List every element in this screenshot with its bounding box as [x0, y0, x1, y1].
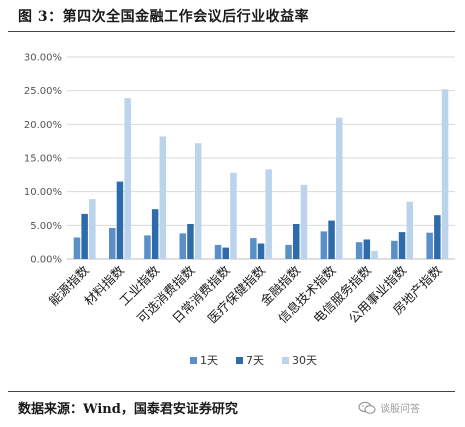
- bar: [89, 199, 96, 259]
- bar: [398, 232, 406, 259]
- bottom-rule: [8, 391, 455, 392]
- bar: [434, 215, 441, 259]
- industry-returns-chart: 0.00% 5.00% 10.00% 15.00% 20.00% 25.00% 30.00%…: [24, 53, 455, 367]
- legend-label: 30天: [292, 354, 317, 367]
- bar: [285, 244, 292, 259]
- y-tick-label: 30.00%: [24, 53, 62, 64]
- bar: [194, 143, 202, 259]
- bar: [116, 181, 124, 259]
- bar: [222, 247, 229, 259]
- y-tick-label: 0.00%: [30, 255, 62, 266]
- y-tick-label: 15.00%: [24, 154, 62, 165]
- bar: [250, 238, 257, 259]
- bar: [230, 172, 237, 259]
- bar: [73, 237, 81, 259]
- legend-label: 7天: [246, 354, 264, 367]
- bar: [406, 201, 413, 259]
- bar: [328, 220, 335, 259]
- figure-title: 图 3：第四次全国金融工作会议后行业收益率: [18, 9, 310, 25]
- bar: [426, 232, 433, 259]
- data-source: 数据来源：Wind，国泰君安证券研究: [18, 402, 238, 417]
- bar: [363, 239, 371, 259]
- legend-swatch: [190, 357, 197, 364]
- legend-swatch: [236, 357, 243, 364]
- bar: [187, 224, 194, 259]
- bar: [441, 89, 449, 259]
- bar: [159, 136, 167, 259]
- bar: [179, 233, 186, 259]
- bar: [144, 235, 151, 259]
- bar: [109, 228, 116, 259]
- bar: [265, 169, 272, 259]
- watermark: 谈股问答: [358, 400, 420, 415]
- bar: [293, 224, 300, 259]
- bar: [391, 240, 398, 259]
- bar: [81, 213, 88, 259]
- bar: [336, 117, 343, 259]
- y-tick-label: 25.00%: [24, 86, 62, 97]
- y-tick-label: 20.00%: [24, 120, 62, 131]
- y-tick-label: 5.00%: [30, 221, 62, 232]
- bar: [355, 242, 363, 259]
- bar: [371, 250, 378, 259]
- top-rule: [8, 31, 455, 32]
- legend-swatch: [282, 357, 289, 364]
- bar: [300, 184, 308, 259]
- bar: [320, 231, 328, 259]
- wechat-icon: [358, 401, 376, 414]
- legend-label: 1天: [200, 354, 218, 367]
- bar: [257, 243, 265, 259]
- bar: [124, 98, 131, 259]
- bar: [151, 209, 159, 259]
- watermark-text: 谈股问答: [380, 404, 420, 415]
- bar: [214, 244, 222, 259]
- y-tick-label: 10.00%: [24, 187, 62, 198]
